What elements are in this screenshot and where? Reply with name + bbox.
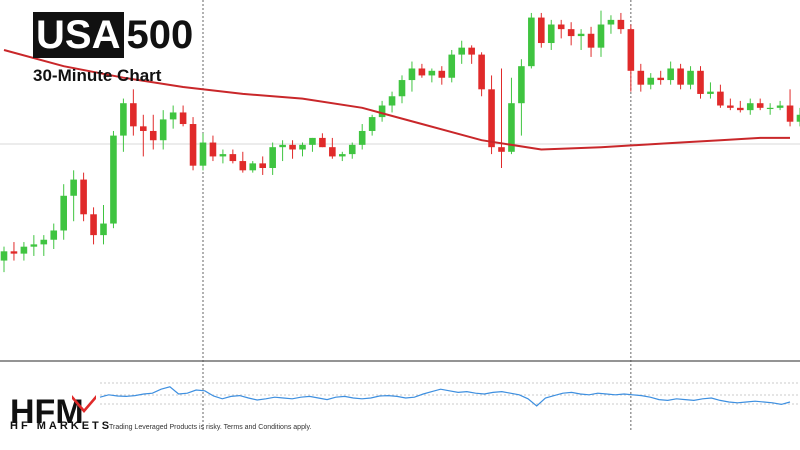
- candle-up: [647, 77, 655, 85]
- candle-down: [737, 107, 744, 111]
- candle-up: [100, 223, 107, 236]
- candle-up: [707, 91, 714, 94]
- candle-down: [468, 47, 475, 55]
- candle-up: [120, 103, 127, 136]
- chart-subtitle: 30-Minute Chart: [33, 66, 162, 85]
- candle-up: [766, 107, 774, 110]
- candle-up: [0, 251, 8, 261]
- candle-down: [717, 91, 724, 106]
- candle-down: [418, 68, 426, 76]
- candle-down: [289, 144, 296, 150]
- candle-up: [60, 195, 67, 231]
- candle-up: [269, 147, 276, 168]
- candle-up: [40, 239, 48, 245]
- candle-down: [90, 214, 97, 236]
- candle-down: [657, 77, 664, 81]
- candle-up: [30, 244, 38, 247]
- candle-up: [388, 96, 396, 106]
- candle-up: [776, 105, 784, 108]
- candle-down: [587, 33, 595, 48]
- candle-down: [229, 154, 237, 162]
- candle-up: [687, 70, 694, 85]
- candle-up: [110, 135, 117, 224]
- candle-up: [547, 24, 555, 44]
- candle-up: [667, 68, 674, 81]
- candle-down: [498, 147, 505, 152]
- candle-down: [80, 179, 87, 215]
- candle-down: [538, 17, 545, 44]
- candle-up: [368, 117, 376, 131]
- candle-up: [219, 154, 227, 157]
- candle-down: [557, 24, 565, 30]
- candle-down: [239, 161, 247, 171]
- candle-down: [10, 251, 18, 254]
- logo-accent-icon: [72, 395, 96, 413]
- candle-down: [756, 103, 764, 108]
- disclaimer-text: Trading Leveraged Products is risky. Ter…: [109, 424, 312, 431]
- candle-up: [408, 68, 416, 81]
- candle-down: [209, 142, 217, 157]
- candle-up: [378, 105, 386, 118]
- candle-up: [458, 47, 465, 55]
- candle-down: [637, 70, 645, 85]
- candle-up: [398, 80, 406, 97]
- candle-down: [130, 103, 137, 127]
- candle-up: [20, 246, 28, 254]
- candle-up: [199, 142, 207, 166]
- candle-up: [70, 179, 77, 196]
- hfm-logo: HFM: [10, 393, 96, 431]
- candle-down: [438, 70, 446, 78]
- candle-down: [727, 105, 734, 108]
- chart-title: USA 500: [33, 12, 193, 58]
- candle-up: [339, 154, 346, 157]
- candle-down: [319, 137, 326, 148]
- candle-down: [478, 54, 485, 90]
- candle-up: [746, 103, 754, 111]
- candle-up: [159, 119, 167, 141]
- candle-down: [488, 89, 495, 148]
- candle-up: [607, 19, 615, 25]
- candle-up: [508, 103, 515, 152]
- candle-up: [50, 230, 58, 240]
- candle-up: [796, 114, 800, 122]
- symbol-boxed: USA: [33, 12, 125, 58]
- candle-down: [627, 29, 635, 71]
- candle-down: [567, 29, 575, 37]
- candle-down: [140, 126, 147, 131]
- candle-down: [329, 147, 336, 157]
- candle-down: [149, 130, 157, 141]
- candle-down: [179, 112, 187, 125]
- candle-down: [697, 70, 704, 94]
- candle-up: [528, 17, 535, 67]
- candle-down: [617, 19, 625, 30]
- candle-up: [597, 24, 605, 48]
- symbol-rest: 500: [126, 13, 194, 57]
- candle-up: [518, 66, 525, 104]
- candle-up: [249, 163, 257, 171]
- candle-up: [299, 144, 306, 150]
- logo-text: HFM: [10, 393, 84, 431]
- candle-down: [677, 68, 684, 85]
- indicator-line: [99, 386, 791, 407]
- candle-up: [358, 130, 366, 145]
- candle-down: [786, 105, 794, 122]
- candle-up: [279, 144, 286, 148]
- candle-up: [428, 70, 436, 76]
- moving-average-line: [3, 49, 790, 151]
- candle-up: [448, 54, 456, 78]
- brand-name: HF MARKETS: [10, 420, 113, 432]
- candle-up: [309, 137, 316, 145]
- candle-down: [189, 124, 197, 166]
- candle-down: [259, 163, 266, 168]
- candle-up: [577, 33, 585, 37]
- candle-up: [169, 112, 177, 120]
- candle-up: [348, 144, 356, 155]
